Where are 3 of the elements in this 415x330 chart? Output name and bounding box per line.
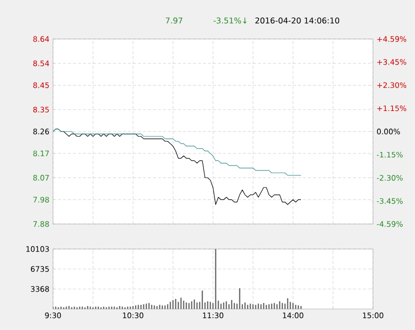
text: 7.97 [166, 17, 182, 24]
text: -3.51%↓ [214, 17, 247, 24]
text: 2016-04-20 14:06:10 [255, 17, 340, 24]
